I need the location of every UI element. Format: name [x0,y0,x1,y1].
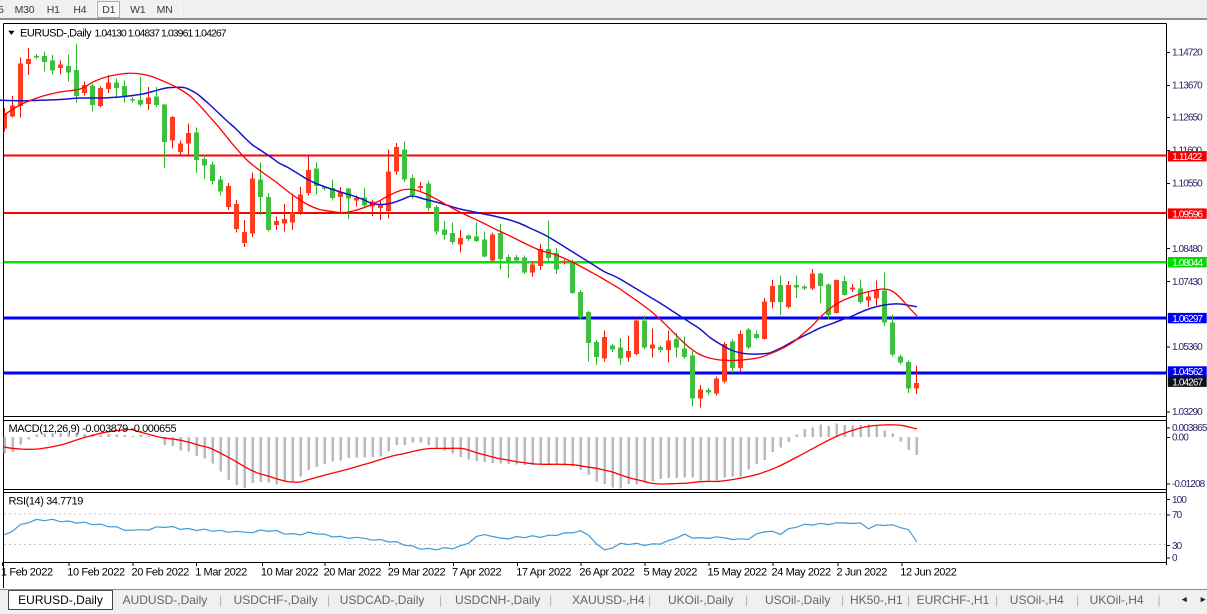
svg-text:0.00: 0.00 [1172,433,1189,444]
svg-text:1.14720: 1.14720 [1172,47,1203,58]
svg-text:10 Feb 2022: 10 Feb 2022 [67,567,125,579]
svg-text:29 Mar 2022: 29 Mar 2022 [388,567,446,579]
svg-text:RSI(14) 34.7719: RSI(14) 34.7719 [9,496,84,508]
svg-text:2 Jun 2022: 2 Jun 2022 [837,567,888,579]
svg-text:1.09596: 1.09596 [1172,209,1203,220]
svg-text:70: 70 [1172,510,1183,521]
svg-text:1.03290: 1.03290 [1172,407,1203,418]
svg-text:-0.01208: -0.01208 [1172,479,1206,490]
svg-text:10 Mar 2022: 10 Mar 2022 [261,567,319,579]
svg-text:1.12650: 1.12650 [1172,113,1203,124]
svg-text:20 Mar 2022: 20 Mar 2022 [324,567,382,579]
svg-text:7 Apr 2022: 7 Apr 2022 [452,567,501,579]
svg-text:1.04267: 1.04267 [1172,377,1203,388]
svg-text:24 May 2022: 24 May 2022 [772,567,831,579]
svg-text:1.11422: 1.11422 [1172,152,1202,163]
svg-text:MACD(12,26,9) -0.003879 -0.000: MACD(12,26,9) -0.003879 -0.000655 [9,423,177,435]
svg-text:1.08480: 1.08480 [1172,244,1203,255]
svg-text:17 Apr 2022: 17 Apr 2022 [516,567,571,579]
svg-text:20 Feb 2022: 20 Feb 2022 [132,567,190,579]
svg-text:1.10550: 1.10550 [1172,179,1203,190]
svg-text:1.06297: 1.06297 [1172,314,1203,325]
svg-text:15 May 2022: 15 May 2022 [708,567,767,579]
svg-text:1 Feb 2022: 1 Feb 2022 [1,567,53,579]
svg-text:30: 30 [1172,541,1183,552]
svg-text:12 Jun 2022: 12 Jun 2022 [900,567,956,579]
svg-text:1.13670: 1.13670 [1172,81,1203,92]
svg-text:1 Mar 2022: 1 Mar 2022 [195,567,247,579]
svg-text:100: 100 [1172,495,1187,506]
svg-text:1.07430: 1.07430 [1172,277,1203,288]
svg-text:26 Apr 2022: 26 Apr 2022 [579,567,634,579]
svg-text:1.05360: 1.05360 [1172,342,1203,353]
svg-text:1.08044: 1.08044 [1172,258,1203,269]
svg-text:5 May 2022: 5 May 2022 [644,567,698,579]
svg-text:0.003865: 0.003865 [1172,423,1207,434]
svg-text:1.04562: 1.04562 [1172,367,1203,378]
svg-text:0: 0 [1172,553,1178,564]
